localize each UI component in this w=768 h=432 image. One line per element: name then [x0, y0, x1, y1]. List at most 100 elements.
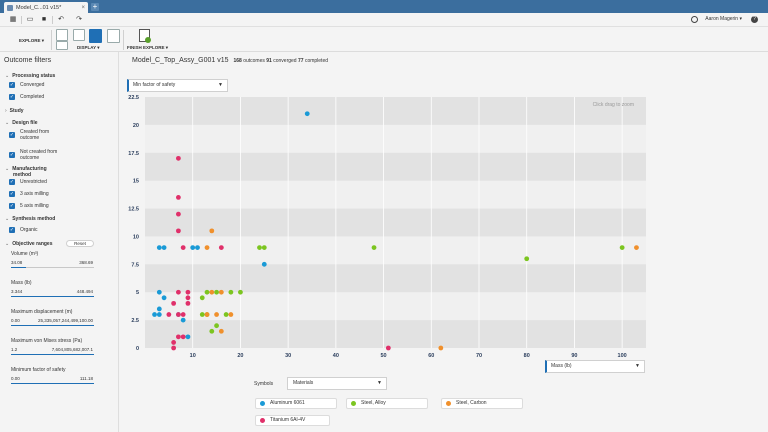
data-point[interactable] [185, 300, 191, 306]
section-objective-ranges[interactable]: ⌄ Objective ranges [5, 241, 53, 247]
display-list-view-icon[interactable] [56, 41, 68, 50]
file-icon[interactable]: ▭ [26, 16, 34, 23]
display-tile-view-icon[interactable] [56, 29, 68, 41]
checkbox-converged[interactable]: ✓ [9, 82, 15, 88]
checkbox-created-from-outcome[interactable]: ✓ [9, 132, 15, 138]
section-synthesis-method[interactable]: ⌄ Synthesis method [5, 216, 55, 222]
range-max-value[interactable]: 448.494 [76, 289, 93, 294]
data-point[interactable] [185, 289, 191, 295]
section-manufacturing-method[interactable]: ⌄ Manufacturing [5, 166, 47, 172]
legend-item-steel-carbon[interactable]: Steel, Carbon [441, 398, 523, 409]
grid-menu-icon[interactable]: ▦ [9, 16, 17, 23]
data-point[interactable] [199, 312, 205, 317]
checkbox-organic[interactable]: ✓ [9, 227, 15, 233]
range-max-value[interactable]: 368.69 [79, 260, 93, 265]
finish-explore-button[interactable]: FINISH EXPLORE ▾ [127, 45, 169, 50]
range-min-value[interactable]: 0.00 [11, 376, 20, 381]
data-point[interactable] [161, 245, 167, 251]
range-min-value[interactable]: 3.344 [11, 289, 23, 294]
data-point[interactable] [214, 323, 219, 329]
data-point[interactable] [209, 328, 215, 334]
data-point[interactable] [185, 334, 191, 340]
legend-item-titanium[interactable]: Titanium 6Al-4V [255, 415, 330, 426]
document-tab[interactable]: Model_C...01 v15* × [4, 2, 88, 13]
data-point[interactable] [228, 289, 234, 295]
data-point[interactable] [238, 289, 243, 295]
data-point[interactable] [156, 312, 162, 317]
data-point[interactable] [171, 300, 177, 306]
section-processing-status[interactable]: ⌄ Processing status [5, 73, 55, 79]
data-point[interactable] [214, 289, 219, 295]
checkbox-not-created-from-outcome[interactable]: ✓ [9, 152, 15, 158]
data-point[interactable] [180, 334, 186, 340]
checkbox-unrestricted[interactable]: ✓ [9, 179, 15, 185]
range-slider[interactable] [11, 325, 94, 326]
close-icon[interactable]: × [81, 4, 85, 11]
data-point[interactable] [204, 245, 210, 251]
reset-button[interactable]: Reset [66, 240, 94, 247]
data-point[interactable] [438, 345, 444, 351]
help-icon[interactable]: ? [751, 16, 758, 23]
data-point[interactable] [199, 295, 205, 301]
data-point[interactable] [524, 256, 530, 262]
data-point[interactable] [185, 295, 191, 301]
data-point[interactable] [176, 195, 181, 200]
data-point[interactable] [385, 345, 391, 351]
data-point[interactable] [218, 245, 224, 251]
data-point[interactable] [261, 261, 267, 267]
data-point[interactable] [204, 312, 210, 317]
data-point[interactable] [619, 245, 625, 251]
data-point[interactable] [171, 340, 177, 345]
range-min-value[interactable]: 0.00 [11, 318, 20, 323]
range-slider[interactable] [11, 354, 94, 355]
data-point[interactable] [257, 245, 262, 251]
range-slider[interactable] [11, 383, 94, 384]
data-point[interactable] [180, 317, 186, 323]
data-point[interactable] [195, 245, 200, 251]
section-design-file[interactable]: ⌄ Design file [5, 120, 38, 126]
y-axis-select[interactable]: Min factor of safety ▼ [127, 79, 228, 92]
data-point[interactable] [304, 111, 310, 117]
data-point[interactable] [180, 312, 186, 317]
data-point[interactable] [190, 245, 196, 251]
range-max-value[interactable]: 7,604,805,682,007.1 [51, 347, 93, 352]
checkbox-completed[interactable]: ✓ [9, 94, 15, 100]
undo-icon[interactable]: ↶ [58, 16, 64, 23]
data-point[interactable] [176, 312, 181, 317]
range-max-value[interactable]: 25,335,057,244,499,100.00 [37, 318, 93, 323]
display-scatter-view-icon[interactable] [89, 29, 102, 43]
data-point[interactable] [176, 211, 181, 217]
display-table-view-icon[interactable] [107, 29, 120, 43]
redo-icon[interactable]: ↷ [76, 16, 82, 23]
data-point[interactable] [371, 245, 377, 251]
data-point[interactable] [176, 228, 181, 234]
data-point[interactable] [180, 245, 186, 251]
range-slider[interactable] [11, 296, 94, 297]
data-point[interactable] [228, 312, 234, 317]
range-min-value[interactable]: 34.08 [11, 260, 23, 265]
data-point[interactable] [176, 155, 181, 161]
data-point[interactable] [161, 295, 167, 301]
checkbox-3-axis-milling[interactable]: ✓ [9, 191, 15, 197]
data-point[interactable] [209, 228, 215, 234]
range-min-value[interactable]: 1.2 [11, 347, 18, 352]
data-point[interactable] [171, 345, 177, 351]
data-point[interactable] [176, 289, 181, 295]
data-point[interactable] [152, 312, 157, 317]
range-slider[interactable] [11, 267, 94, 268]
data-point[interactable] [261, 245, 267, 251]
data-point[interactable] [176, 334, 181, 340]
data-point[interactable] [223, 312, 229, 317]
data-point[interactable] [156, 306, 162, 312]
display-properties-view-icon[interactable] [73, 29, 85, 41]
data-point[interactable] [209, 289, 215, 295]
data-point[interactable] [156, 289, 162, 295]
data-point[interactable] [218, 289, 224, 295]
data-point[interactable] [204, 289, 210, 295]
x-axis-select[interactable]: Mass (lb) ▼ [545, 360, 645, 373]
section-study[interactable]: › Study [5, 108, 24, 114]
new-tab-button[interactable]: + [91, 2, 99, 11]
legend-item-aluminum[interactable]: Aluminum 6061 [255, 398, 337, 409]
legend-item-steel-alloy[interactable]: Steel, Alloy [346, 398, 428, 409]
data-point[interactable] [156, 245, 162, 251]
